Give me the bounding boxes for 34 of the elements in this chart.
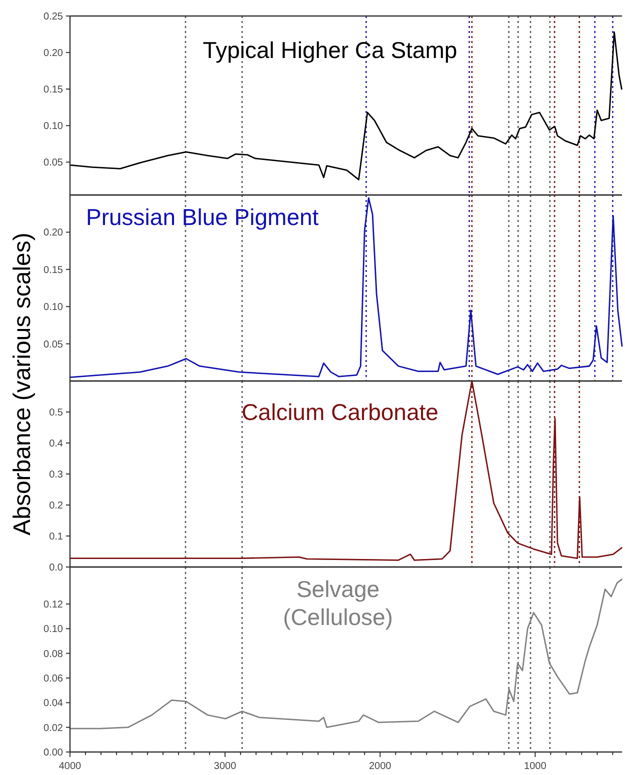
y-tick-label: 0.15: [44, 264, 64, 276]
y-tick-label: 0.5: [49, 408, 64, 418]
y-tick-label: 0.25: [44, 12, 64, 22]
x-tick-label: 1000: [524, 761, 547, 772]
line-series: [69, 578, 622, 730]
y-tick-label: 0.20: [44, 48, 64, 60]
y-tick-label: 0.10: [44, 121, 64, 132]
y-tick-label: 0.10: [44, 624, 64, 636]
y-tick-label: 0.10: [44, 302, 64, 314]
y-tick-label: 0.05: [44, 339, 64, 350]
series-label: Prussian Blue Pigment: [86, 204, 320, 230]
y-tick-label: 0.05: [44, 158, 64, 169]
y-tick-label: 0.00: [44, 748, 64, 758]
line-series: [69, 31, 622, 180]
y-axis-title: Absorbance (various scales): [9, 232, 36, 536]
y-tick-label: 0.12: [44, 600, 64, 610]
y-tick-label: 0.4: [49, 438, 64, 450]
y-tick-label: 0.08: [44, 648, 64, 660]
y-tick-label: 0.2: [49, 500, 64, 512]
text: Selvage (Cellulose): [283, 576, 393, 630]
x-tick-label: 4000: [58, 761, 82, 772]
y-tick-label: 0.02: [44, 722, 64, 734]
y-tick-label: 0.06: [44, 674, 64, 684]
x-tick-label: 3000: [214, 761, 237, 772]
y-tick-label: 0.1: [49, 532, 64, 542]
y-tick-label: 0.04: [44, 698, 64, 710]
line-series: [69, 197, 623, 378]
series-label: Calcium Carbonate: [242, 399, 438, 425]
y-tick-label: 0.3: [49, 470, 64, 480]
y-tick-label: 0.15: [44, 84, 64, 96]
text: Typical Higher Ca Stamp: [202, 37, 458, 63]
y-tick-label: 0.20: [44, 228, 64, 239]
y-tick-label: 0.0: [49, 562, 64, 574]
x-tick-label: 2000: [368, 761, 392, 772]
